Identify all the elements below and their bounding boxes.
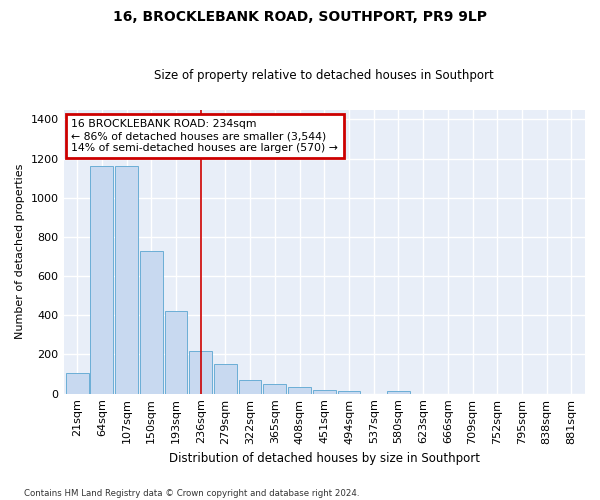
Bar (239, 380, 262, 394)
Bar (338, 390, 361, 394)
Text: 16 BROCKLEBANK ROAD: 234sqm
← 86% of detached houses are smaller (3,544)
14% of : 16 BROCKLEBANK ROAD: 234sqm ← 86% of det… (71, 120, 338, 152)
Title: Size of property relative to detached houses in Southport: Size of property relative to detached ho… (154, 69, 494, 82)
Bar (313, 390, 335, 394)
Bar (288, 388, 311, 394)
Bar (190, 350, 212, 394)
Text: 16, BROCKLEBANK ROAD, SOUTHPORT, PR9 9LP: 16, BROCKLEBANK ROAD, SOUTHPORT, PR9 9LP (113, 10, 487, 24)
Bar (387, 390, 410, 394)
Bar (164, 312, 187, 394)
Bar (214, 364, 237, 394)
Bar (140, 250, 163, 394)
Bar (263, 384, 286, 394)
Bar (115, 166, 138, 394)
Bar (66, 373, 89, 394)
X-axis label: Distribution of detached houses by size in Southport: Distribution of detached houses by size … (169, 452, 480, 465)
Text: Contains HM Land Registry data © Crown copyright and database right 2024.: Contains HM Land Registry data © Crown c… (24, 488, 359, 498)
Y-axis label: Number of detached properties: Number of detached properties (15, 164, 25, 340)
Bar (91, 166, 113, 394)
